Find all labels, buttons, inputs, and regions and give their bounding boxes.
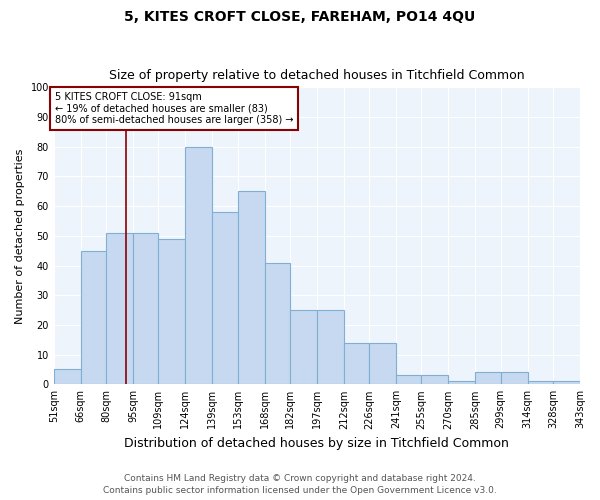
Bar <box>158 239 185 384</box>
Text: 5 KITES CROFT CLOSE: 91sqm
← 19% of detached houses are smaller (83)
80% of semi: 5 KITES CROFT CLOSE: 91sqm ← 19% of deta… <box>55 92 293 125</box>
Bar <box>421 376 448 384</box>
Bar <box>185 146 212 384</box>
Bar <box>290 310 317 384</box>
Title: Size of property relative to detached houses in Titchfield Common: Size of property relative to detached ho… <box>109 69 525 82</box>
Bar <box>501 372 528 384</box>
Bar <box>448 382 475 384</box>
Bar <box>238 192 265 384</box>
Bar <box>54 370 81 384</box>
Bar <box>344 342 369 384</box>
Bar <box>369 342 396 384</box>
Bar <box>106 233 133 384</box>
Bar <box>212 212 238 384</box>
Bar <box>475 372 501 384</box>
Bar <box>396 376 421 384</box>
Bar <box>528 382 553 384</box>
Bar <box>317 310 344 384</box>
X-axis label: Distribution of detached houses by size in Titchfield Common: Distribution of detached houses by size … <box>124 437 509 450</box>
Text: Contains HM Land Registry data © Crown copyright and database right 2024.
Contai: Contains HM Land Registry data © Crown c… <box>103 474 497 495</box>
Bar <box>553 382 580 384</box>
Text: 5, KITES CROFT CLOSE, FAREHAM, PO14 4QU: 5, KITES CROFT CLOSE, FAREHAM, PO14 4QU <box>124 10 476 24</box>
Y-axis label: Number of detached properties: Number of detached properties <box>15 148 25 324</box>
Bar <box>133 233 158 384</box>
Bar <box>265 262 290 384</box>
Bar <box>81 250 106 384</box>
